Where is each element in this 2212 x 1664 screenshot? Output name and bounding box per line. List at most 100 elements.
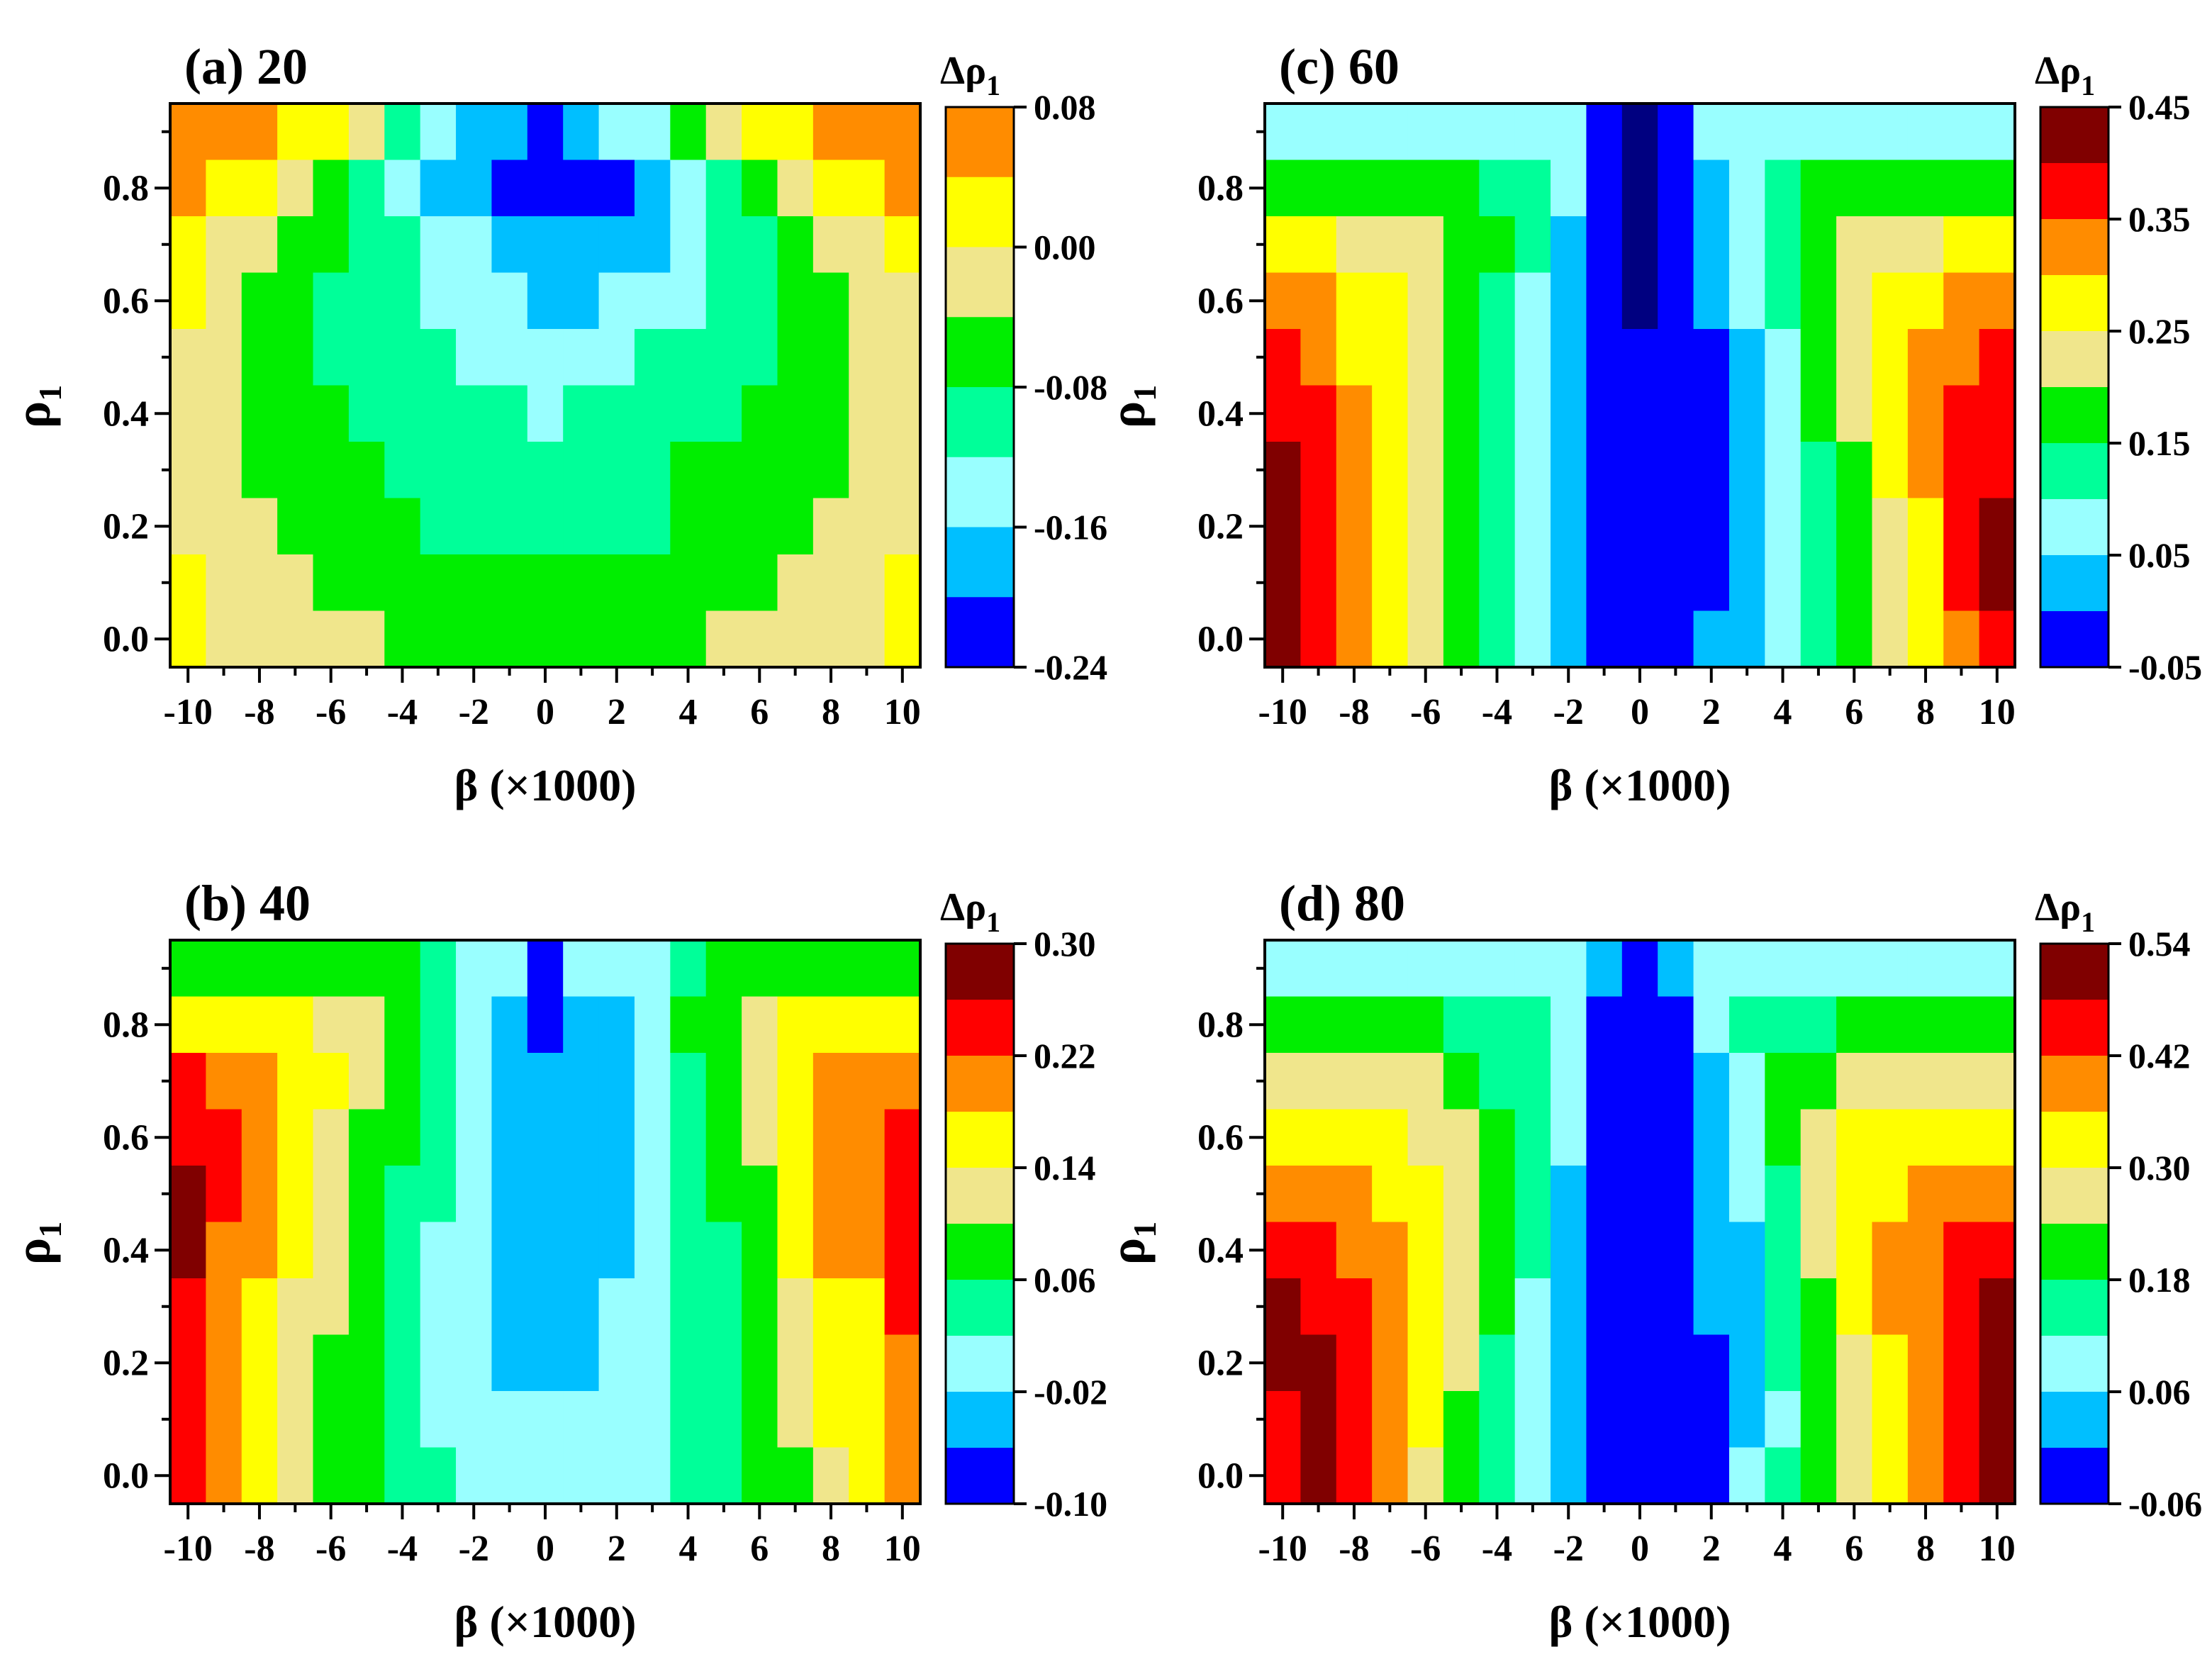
heatmap-cell [1514, 996, 1551, 1054]
heatmap-cell [598, 272, 635, 330]
heatmap-cell [742, 329, 778, 386]
x-tick-label: -10 [164, 1529, 213, 1569]
x-axis-label: β (×1000) [1549, 1597, 1731, 1647]
heatmap-cell [206, 1053, 242, 1110]
heatmap-cell [563, 1053, 600, 1110]
heatmap-cell [1658, 1222, 1694, 1279]
heatmap-cell [1836, 940, 1873, 998]
heatmap-cell [598, 216, 635, 274]
heatmap-cell [670, 1334, 707, 1392]
heatmap-cell [1443, 1278, 1480, 1336]
x-tick-label: -4 [1482, 1529, 1512, 1569]
heatmap-cell [563, 216, 600, 274]
heatmap-cell [527, 610, 564, 668]
heatmap-cell [348, 1278, 385, 1336]
heatmap-cell [1836, 1334, 1873, 1392]
heatmap-cell [849, 940, 886, 998]
heatmap-cell [1300, 1053, 1337, 1110]
y-axis-label: ρ1 [4, 385, 68, 429]
colorbar-tick-label: -0.16 [1034, 508, 1107, 547]
heatmap-cell [384, 104, 421, 161]
heatmap-cell [1621, 1447, 1658, 1504]
heatmap-cell [348, 554, 385, 612]
heatmap-cell [1907, 160, 1944, 217]
heatmap-cell [670, 329, 707, 386]
colorbar-swatch [946, 1168, 1014, 1224]
colorbar-swatch [2040, 1168, 2108, 1224]
heatmap-cell [812, 160, 849, 217]
heatmap-cell [1907, 272, 1944, 330]
heatmap-cell [1336, 385, 1373, 442]
colorbar-tick-label: 0.30 [1034, 924, 1096, 964]
heatmap-cell [1265, 996, 1301, 1054]
x-tick-label: 4 [679, 1529, 698, 1569]
heatmap-cell [1479, 1334, 1516, 1392]
heatmap-cell [849, 216, 886, 274]
heatmap-cell [849, 498, 886, 555]
heatmap-cell [1336, 1447, 1373, 1504]
heatmap-cell [1872, 610, 1909, 668]
heatmap-cell [777, 1166, 814, 1223]
heatmap-cell [384, 329, 421, 386]
heatmap-cell [313, 1278, 350, 1336]
heatmap-cell [1479, 1447, 1516, 1504]
heatmap-cell [1658, 1391, 1694, 1448]
y-tick-label: 0.0 [1197, 1456, 1244, 1496]
heatmap-cell [1372, 442, 1409, 499]
heatmap-cell [1836, 1166, 1873, 1223]
heatmap-cell [563, 1334, 600, 1392]
colorbar-tick-label: 0.14 [1034, 1148, 1096, 1188]
heatmap-cell [527, 1391, 564, 1448]
colorbar-title: Δρ1 [2035, 886, 2095, 938]
heatmap-cell [1658, 272, 1694, 330]
heatmap-cell [1514, 1109, 1551, 1166]
heatmap-cell [1479, 498, 1516, 555]
heatmap-cell [884, 216, 921, 274]
heatmap-cell [313, 442, 350, 499]
heatmap-cell [777, 610, 814, 668]
heatmap-cell [1514, 385, 1551, 442]
heatmap-cell [1372, 1391, 1409, 1448]
colorbar-swatch [946, 1392, 1014, 1448]
colorbar-title-subscript: 1 [986, 69, 1000, 101]
heatmap-cell [384, 1166, 421, 1223]
heatmap-cell [313, 216, 350, 274]
heatmap-cell [491, 1166, 528, 1223]
heatmap-cell [1765, 1334, 1802, 1392]
heatmap-cell [420, 160, 457, 217]
heatmap-cell [1336, 104, 1373, 161]
heatmap-cell [1443, 272, 1480, 330]
heatmap-cell [491, 996, 528, 1054]
heatmap-cell [527, 554, 564, 612]
x-tick-label: -6 [1410, 1529, 1441, 1569]
heatmap-cell [348, 610, 385, 668]
heatmap-cell [670, 1166, 707, 1223]
heatmap-cell [1621, 1166, 1658, 1223]
heatmap-cell [705, 1447, 742, 1504]
heatmap-cell [598, 940, 635, 998]
heatmap-cell [1800, 1222, 1837, 1279]
heatmap-cell [491, 1053, 528, 1110]
heatmap-cell [1872, 442, 1909, 499]
heatmap-cell [1443, 1334, 1480, 1392]
heatmap-cell [491, 442, 528, 499]
heatmap-cell [206, 216, 242, 274]
heatmap-cell [777, 1053, 814, 1110]
x-tick-label: -10 [1258, 692, 1307, 732]
heatmap-cell [1586, 329, 1623, 386]
heatmap-cell [206, 940, 242, 998]
heatmap-cell [1693, 940, 1730, 998]
colorbar-swatch [2040, 1112, 2108, 1168]
heatmap-cell [1872, 1166, 1909, 1223]
heatmap-cell [1621, 1053, 1658, 1110]
heatmap-cell [1300, 104, 1337, 161]
heatmap-cell [705, 216, 742, 274]
heatmap-cell [563, 1447, 600, 1504]
heatmap-cell [1728, 329, 1765, 386]
heatmap-cell [812, 996, 849, 1054]
heatmap-cell [170, 940, 206, 998]
heatmap-cell [705, 554, 742, 612]
heatmap-cell [241, 1447, 278, 1504]
heatmap-cell [1300, 940, 1337, 998]
